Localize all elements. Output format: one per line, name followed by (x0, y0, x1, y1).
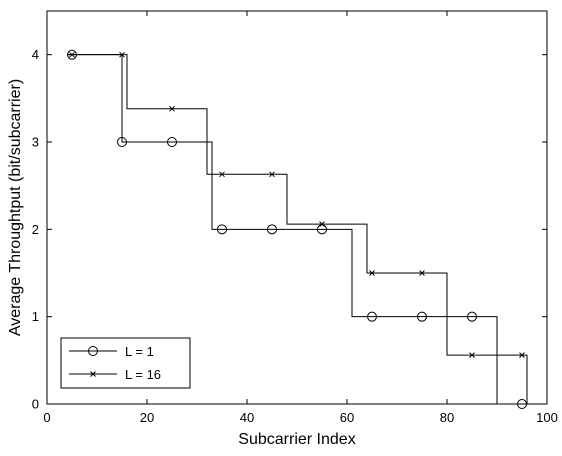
data-point-x (119, 51, 125, 58)
y-tick-label: 3 (32, 135, 39, 150)
y-tick-label: 4 (32, 47, 39, 62)
data-point-circle (217, 224, 227, 235)
data-point-circle (317, 224, 327, 235)
series-line-l16 (67, 54, 528, 404)
data-point-x-stroke (519, 352, 525, 358)
y-tick-label: 0 (32, 397, 39, 412)
data-point-x-stroke (119, 51, 125, 58)
data-point-x-stroke (469, 352, 475, 358)
data-point-x (469, 352, 475, 358)
legend-marker-x (90, 371, 96, 377)
data-point-x (419, 270, 425, 276)
data-point-circle (367, 311, 377, 322)
data-point-circle (117, 137, 127, 147)
data-point-x-stroke (69, 51, 75, 58)
data-point-circle (267, 224, 277, 235)
legend-marker-x-stroke (90, 371, 96, 377)
data-point-x-stroke (369, 270, 375, 276)
plot-frame (46, 10, 548, 405)
legend-entry: L = 1 (69, 344, 154, 359)
legend-box (60, 337, 191, 389)
x-axis-label: Subcarrier Index (238, 431, 355, 448)
data-point-x (369, 270, 375, 276)
data-point-circle (167, 137, 177, 147)
legend-label-l16: L = 16 (125, 367, 161, 382)
data-point-circle (517, 399, 527, 409)
legend-marker-circle (88, 346, 98, 356)
y-tick-label: 1 (32, 309, 39, 324)
data-point-x (269, 171, 275, 178)
data-point-circle (467, 311, 477, 322)
y-axis-label: Average Throughtput (bit/subcarrier) (7, 79, 24, 336)
x-tick-label: 100 (536, 410, 558, 425)
x-tick-label: 60 (340, 410, 354, 425)
data-point-x (219, 171, 225, 178)
data-point-x (319, 221, 325, 227)
x-tick-label: 20 (140, 410, 154, 425)
legend-label-l1: L = 1 (125, 344, 154, 359)
plot-area-group: 0 20 40 60 80 100 0 1 2 3 4 (32, 10, 558, 425)
series-lines (67, 54, 528, 405)
legend: L = 1 L = 16 (60, 337, 191, 389)
legend-entry: L = 16 (69, 367, 161, 382)
x-tick-label: 80 (440, 410, 454, 425)
data-point-x (519, 352, 525, 358)
x-tick-label: 0 (43, 410, 50, 425)
axes-ticks: 0 20 40 60 80 100 0 1 2 3 4 (32, 11, 558, 425)
series-markers (67, 49, 527, 409)
data-point-circle (417, 311, 427, 322)
y-tick-label: 2 (32, 222, 39, 237)
data-point-x-stroke (169, 105, 175, 112)
data-point-x-stroke (219, 171, 225, 178)
x-tick-label: 40 (240, 410, 254, 425)
data-point-x-stroke (269, 171, 275, 178)
data-point-x (169, 105, 175, 112)
data-point-circle (67, 49, 77, 60)
data-point-x (69, 51, 75, 58)
data-point-x-stroke (419, 270, 425, 276)
data-point-x-stroke (319, 221, 325, 227)
series-line-l1 (67, 54, 527, 405)
